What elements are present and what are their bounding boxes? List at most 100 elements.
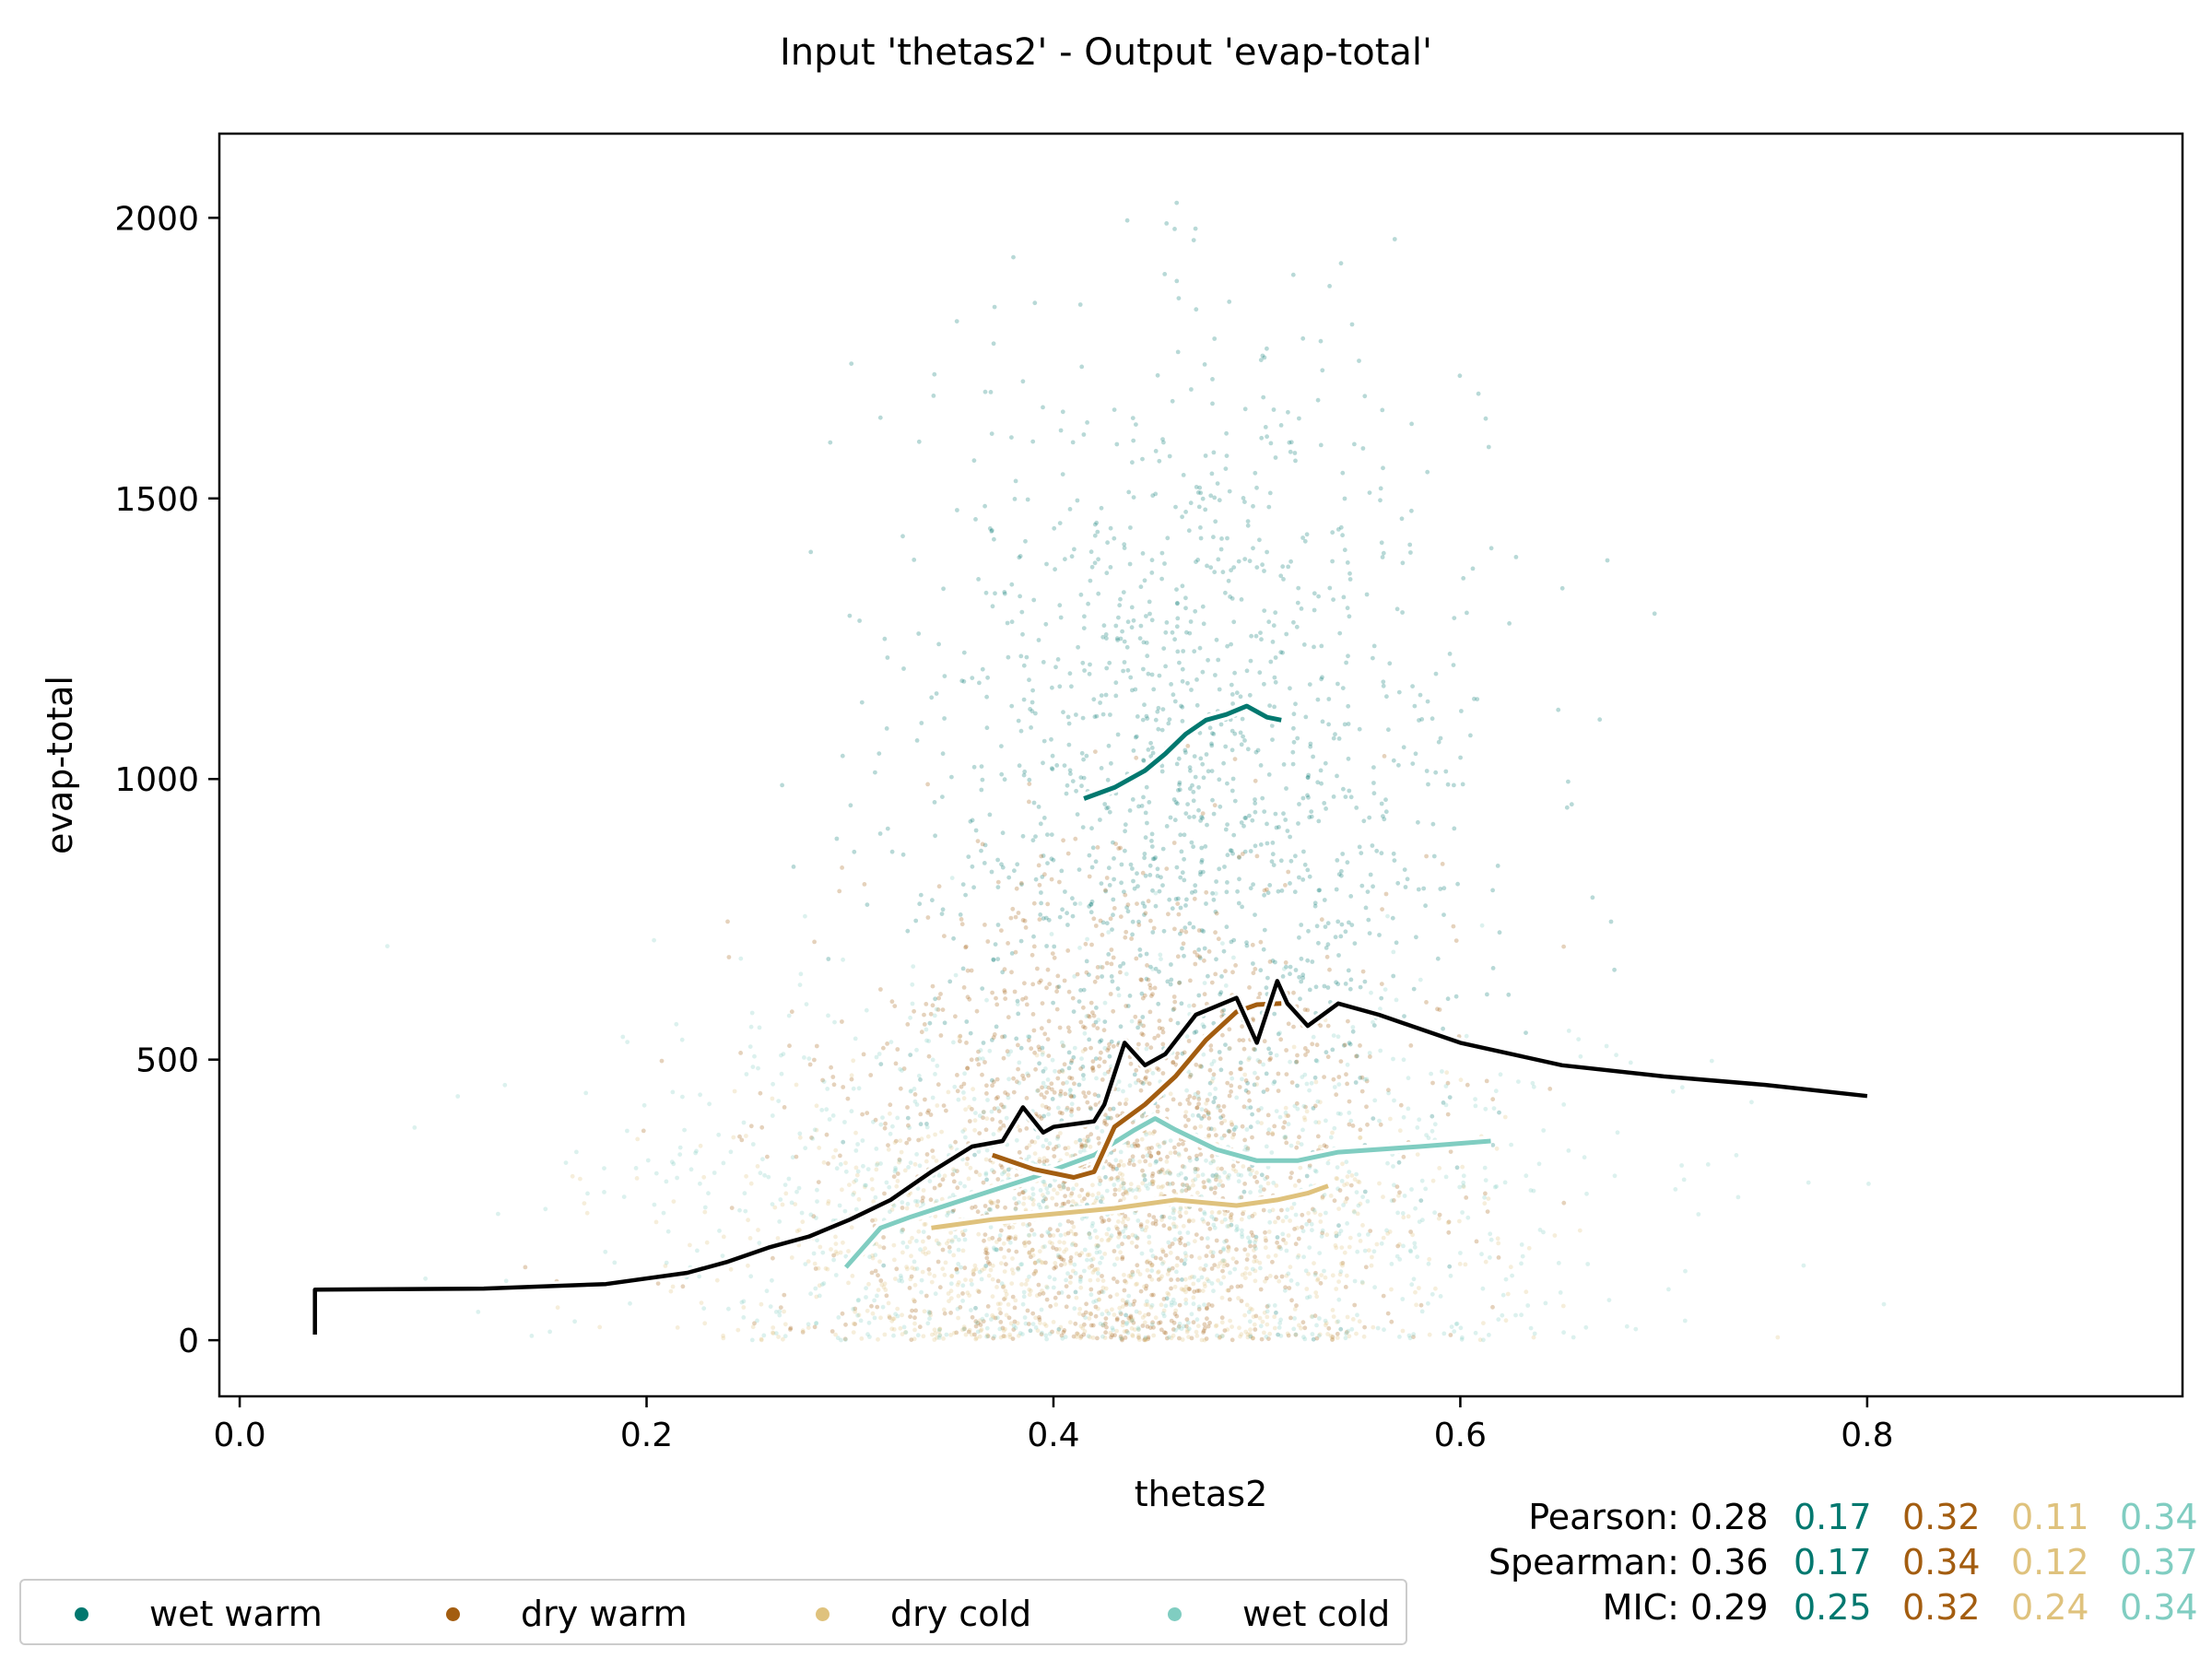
scatter-point — [1176, 912, 1182, 917]
scatter-point — [1265, 1309, 1270, 1314]
scatter-point — [1064, 1277, 1068, 1283]
scatter-point — [1307, 1163, 1312, 1168]
scatter-point — [1193, 608, 1198, 614]
scatter-point — [1473, 1330, 1478, 1335]
scatter-point — [1302, 1046, 1308, 1051]
scatter-point — [930, 1003, 935, 1008]
scatter-point — [1159, 727, 1165, 733]
scatter-point — [1233, 1124, 1238, 1130]
scatter-point — [953, 1014, 958, 1019]
scatter-point — [1309, 1221, 1314, 1227]
scatter-point — [1150, 1071, 1156, 1076]
scatter-point — [803, 1146, 808, 1151]
scatter-point — [1305, 775, 1311, 780]
scatter-point — [1488, 1231, 1493, 1237]
scatter-point — [1220, 1032, 1225, 1038]
scatter-point — [884, 726, 889, 731]
scatter-point — [1124, 1190, 1129, 1194]
scatter-point — [1284, 1248, 1289, 1253]
scatter-point — [602, 1166, 606, 1171]
scatter-point — [1117, 1101, 1123, 1106]
scatter-point — [1340, 470, 1346, 476]
scatter-point — [1097, 1175, 1101, 1181]
scatter-point — [747, 1044, 753, 1049]
scatter-point — [1110, 1333, 1115, 1338]
scatter-point — [1016, 1265, 1020, 1271]
scatter-point — [1018, 554, 1023, 559]
scatter-point — [1253, 1070, 1257, 1076]
scatter-point — [1150, 1320, 1155, 1325]
scatter-point — [1070, 779, 1076, 783]
scatter-point — [1311, 754, 1315, 759]
scatter-point — [1270, 640, 1276, 644]
scatter-point — [1187, 1276, 1193, 1280]
scatter-point — [1078, 1019, 1084, 1025]
scatter-point — [1155, 866, 1160, 872]
scatter-point — [1265, 821, 1269, 827]
scatter-point — [926, 1053, 932, 1059]
scatter-point — [750, 1324, 756, 1330]
scatter-point — [1275, 1235, 1280, 1240]
scatter-point — [874, 1167, 879, 1172]
scatter-point — [1106, 1045, 1112, 1051]
scatter-point — [1110, 927, 1114, 932]
scatter-point — [1278, 573, 1284, 579]
scatter-point — [1020, 1301, 1026, 1307]
scatter-point — [885, 655, 890, 660]
scatter-point — [746, 1218, 750, 1223]
scatter-point — [977, 1172, 982, 1178]
scatter-point — [1260, 1319, 1265, 1324]
scatter-point — [1493, 1088, 1499, 1094]
scatter-point — [1324, 1210, 1328, 1216]
scatter-point — [502, 1082, 508, 1088]
scatter-point — [1251, 971, 1256, 976]
scatter-point — [1237, 854, 1241, 860]
scatter-point — [946, 1210, 951, 1216]
scatter-point — [1342, 1182, 1347, 1188]
scatter-point — [1241, 1164, 1246, 1169]
scatter-point — [764, 1288, 770, 1294]
scatter-point — [1049, 736, 1053, 742]
scatter-point — [1006, 1302, 1011, 1307]
scatter-point — [1482, 1201, 1488, 1206]
scatter-point — [962, 1183, 967, 1189]
scatter-point — [1027, 1250, 1032, 1255]
scatter-point — [1026, 1038, 1031, 1043]
scatter-point — [1193, 888, 1198, 894]
scatter-point — [998, 1126, 1003, 1131]
scatter-point — [976, 1049, 981, 1054]
scatter-point — [1201, 775, 1206, 781]
scatter-point — [1253, 1243, 1257, 1249]
scatter-point — [1190, 782, 1194, 788]
scatter-point — [1145, 1153, 1150, 1158]
scatter-point — [1081, 1312, 1086, 1318]
scatter-point — [693, 1150, 698, 1156]
scatter-point — [936, 1241, 942, 1247]
scatter-point — [716, 1132, 722, 1137]
scatter-point — [1122, 1272, 1126, 1277]
scatter-point — [1358, 1201, 1363, 1206]
scatter-point — [1093, 1299, 1099, 1303]
scatter-point — [1029, 1288, 1033, 1293]
scatter-point — [1198, 525, 1203, 530]
scatter-point — [1214, 637, 1219, 642]
scatter-point — [1017, 1200, 1021, 1205]
scatter-point — [1344, 1159, 1349, 1165]
scatter-point — [1134, 1309, 1139, 1314]
scatter-point — [1167, 1266, 1171, 1272]
scatter-point — [1276, 888, 1281, 894]
scatter-point — [1221, 1258, 1226, 1263]
scatter-point — [973, 517, 978, 522]
scatter-point — [1027, 1274, 1031, 1279]
scatter-point — [1030, 1139, 1035, 1145]
scatter-point — [1116, 846, 1122, 851]
scatter-point — [919, 1277, 924, 1283]
scatter-point — [973, 1111, 978, 1115]
scatter-point — [1198, 756, 1204, 761]
scatter-point — [1409, 508, 1414, 513]
scatter-point — [1010, 1294, 1016, 1300]
scatter-point — [913, 918, 919, 924]
scatter-point — [1184, 629, 1189, 635]
scatter-point — [1231, 619, 1237, 625]
scatter-point — [895, 1179, 900, 1183]
